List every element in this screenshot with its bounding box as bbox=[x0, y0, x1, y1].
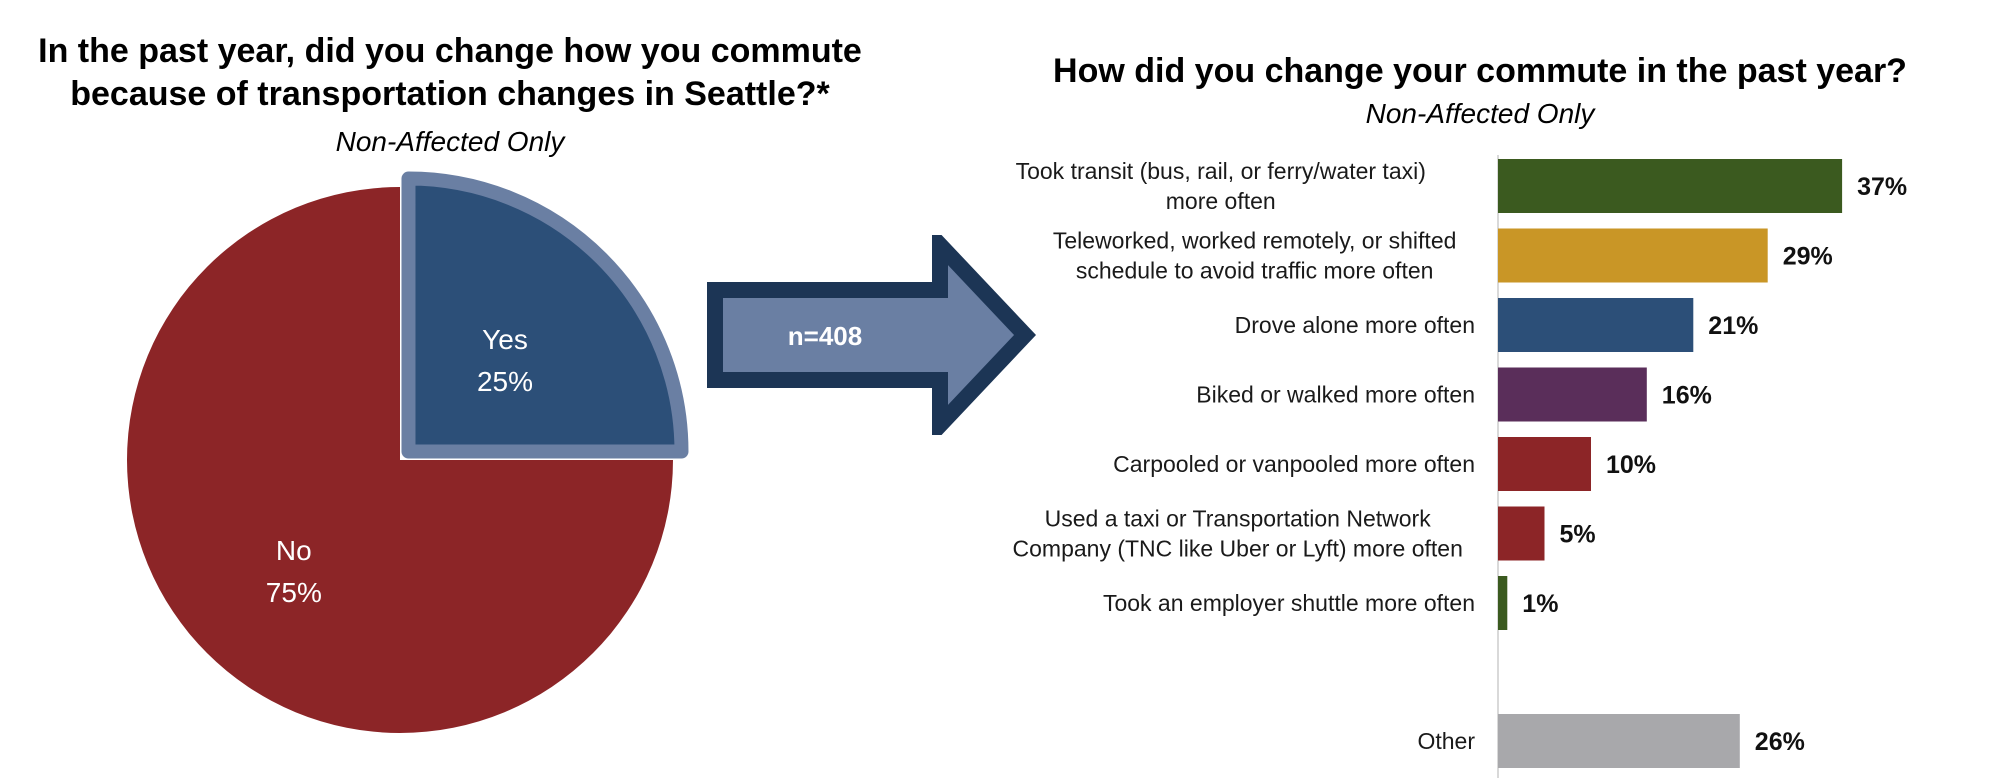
bar-1 bbox=[1498, 228, 1768, 283]
bar-value-label-6: 1% bbox=[1522, 590, 1558, 618]
pie-chart-title: In the past year, did you change how you… bbox=[0, 30, 900, 115]
bar-0 bbox=[1498, 159, 1843, 213]
pie-slice-value-no: 75% bbox=[266, 577, 322, 608]
bar-category-label-1-line-1: schedule to avoid traffic more often bbox=[1076, 258, 1434, 284]
bar-category-label-0-line-0: Took transit (bus, rail, or ferry/water … bbox=[1016, 158, 1426, 184]
bar-value-label-1: 29% bbox=[1783, 243, 1833, 271]
pie-slice-label-no: No bbox=[276, 535, 312, 566]
bar-value-label-4: 10% bbox=[1606, 451, 1656, 479]
bar-value-label-2: 21% bbox=[1708, 312, 1758, 340]
bar-category-label-5-line-1: Company (TNC like Uber or Lyft) more oft… bbox=[1013, 536, 1463, 562]
pie-slice-no bbox=[127, 187, 673, 733]
bar-2 bbox=[1498, 298, 1694, 352]
pie-chart: Yes 25% No 75% bbox=[127, 171, 689, 733]
bar-chart-title: How did you change your commute in the p… bbox=[1053, 52, 1907, 90]
sample-size-label: n=408 bbox=[788, 321, 862, 351]
pie-slice-yes bbox=[401, 171, 689, 459]
bar-value-label-3: 16% bbox=[1662, 382, 1712, 410]
pie-slice-value-yes: 25% bbox=[477, 366, 533, 397]
pie-title-line-1: In the past year, did you change how you… bbox=[38, 32, 862, 70]
bar-category-label-7: Other bbox=[1417, 728, 1475, 754]
bar-category-label-1-line-0: Teleworked, worked remotely, or shifted bbox=[1053, 228, 1457, 254]
bar-category-label-5-line-0: Used a taxi or Transportation Network bbox=[1045, 506, 1432, 532]
bar-value-label-0: 37% bbox=[1857, 173, 1907, 201]
bar-chart-subtitle: Non-Affected Only bbox=[1365, 98, 1595, 129]
bar-3 bbox=[1498, 367, 1647, 422]
bar-6 bbox=[1498, 576, 1508, 630]
pie-title-line-2: because of transportation changes in Sea… bbox=[70, 74, 830, 113]
arrow-connector: n=408 bbox=[707, 235, 1037, 435]
bar-7 bbox=[1498, 714, 1740, 768]
bar-category-label-2: Drove alone more often bbox=[1235, 312, 1475, 338]
pie-chart-subtitle: Non-Affected Only bbox=[335, 126, 565, 157]
bar-category-label-6: Took an employer shuttle more often bbox=[1103, 590, 1475, 616]
bar-category-label-0-line-1: more often bbox=[1166, 188, 1276, 214]
bar-5 bbox=[1498, 506, 1545, 561]
pie-slice-label-yes: Yes bbox=[482, 324, 528, 355]
bar-value-label-7: 26% bbox=[1755, 728, 1805, 756]
bar-value-label-5: 5% bbox=[1560, 521, 1596, 549]
bar-category-label-3: Biked or walked more often bbox=[1196, 382, 1475, 408]
bar-4 bbox=[1498, 437, 1591, 491]
bar-category-label-4: Carpooled or vanpooled more often bbox=[1113, 451, 1475, 477]
arrow-shape bbox=[707, 235, 1037, 435]
